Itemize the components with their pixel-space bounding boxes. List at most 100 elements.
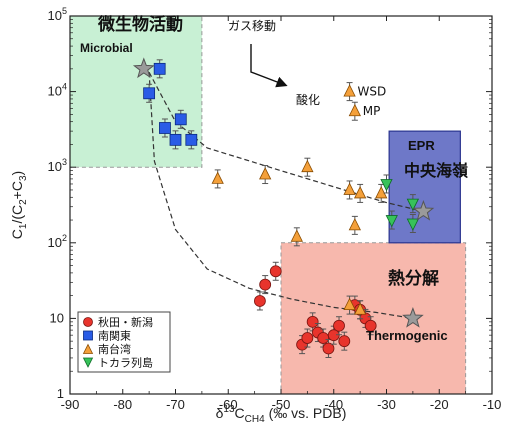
marker-circle [306, 315, 319, 328]
data-point [322, 338, 335, 358]
data-point [269, 261, 282, 281]
data-point [290, 227, 303, 247]
data-point [301, 157, 314, 177]
data-point [259, 275, 272, 295]
x-axis-title: δ13CCH4 (‰ vs. PDB) [216, 404, 347, 425]
marker-triangle-up [211, 171, 224, 184]
region-label-epr-en: EPR [408, 138, 435, 153]
data-point [375, 183, 388, 203]
marker-triangle-up [348, 217, 361, 231]
data-point [169, 130, 182, 150]
region-label-epr-jp: 中央海嶺 [404, 161, 468, 180]
x-tick-label: -70 [166, 397, 185, 412]
marker-triangle-down [406, 198, 420, 211]
data-point [406, 214, 420, 234]
region-label-microbial-jp: 微生物活動 [97, 14, 183, 35]
marker-square [174, 113, 187, 126]
legend-marker-square [83, 330, 93, 341]
marker-triangle-up [343, 297, 356, 310]
marker-circle [333, 319, 345, 332]
endmember-star [412, 199, 435, 221]
data-point [385, 210, 398, 230]
x-tick-label: -10 [483, 397, 502, 412]
marker-triangle-up [348, 103, 361, 117]
annotation-gas-migration: ガス移動 [228, 19, 276, 33]
marker-square [169, 133, 182, 146]
annotation-oxidation: 酸化 [296, 92, 320, 107]
y-tick-label: 105 [48, 6, 67, 23]
endmember-star [132, 57, 155, 79]
legend-label: 南関東 [98, 330, 131, 343]
region-microbial [69, 15, 203, 168]
axes-layer: -90 -80 -70 -60 -50 -40 -30 -20 -10 1 10 102 103 104 1… [9, 6, 501, 425]
data-point [185, 130, 198, 150]
marker-circle [301, 332, 314, 344]
marker-triangle-down [380, 179, 393, 192]
x-tick-label: -30 [377, 397, 396, 412]
legend-box [77, 311, 171, 373]
data-point [353, 183, 367, 203]
marker-triangle-up [259, 167, 272, 180]
marker-square [185, 133, 198, 146]
marker-triangle-up [353, 302, 367, 315]
data-point [380, 174, 393, 194]
migration-arrow-icon [250, 44, 288, 88]
legend-marker-triangle-down [82, 357, 94, 368]
data-point [259, 165, 272, 185]
legend-marker-circle [83, 317, 93, 327]
marker-circle [253, 295, 266, 307]
region-label-thermogenic-en: Thermogenic [366, 328, 448, 343]
marker-square [143, 87, 156, 100]
data-point [343, 180, 356, 200]
legend-label: トカラ列島 [98, 356, 153, 370]
y-tick-label: 102 [48, 233, 67, 250]
data-point [353, 300, 367, 320]
x-tick-label: -90 [61, 397, 80, 412]
marker-triangle-up [375, 186, 388, 199]
data-point [301, 328, 314, 348]
y-tick-label: 1 [57, 386, 64, 401]
marker-triangle-up [290, 229, 303, 242]
region-label-microbial-en: Microbial [80, 41, 133, 55]
marker-circle [317, 332, 330, 344]
marker-triangle-up [353, 186, 367, 199]
data-point [153, 59, 166, 79]
data-point [333, 316, 345, 336]
marker-triangle-up [301, 159, 314, 173]
x-tick-label: -20 [430, 397, 449, 412]
data-point [348, 215, 361, 235]
stars-layer [132, 57, 435, 328]
data-point [174, 109, 187, 129]
points-layer [143, 59, 420, 358]
data-point [364, 316, 377, 336]
data-point [143, 83, 156, 103]
marker-circle [364, 319, 377, 332]
legend-label: 秋田・新潟 [98, 315, 153, 329]
data-point [338, 331, 351, 351]
marker-triangle-down [385, 215, 398, 228]
data-point [343, 82, 356, 102]
labels-layer: 微生物活動 Microbial 熱分解 Thermogenic EPR 中央海嶺 ガス移動酸… [80, 14, 468, 343]
marker-triangle-up [343, 84, 356, 97]
legend-marker-triangle-up [82, 343, 94, 354]
marker-circle [269, 265, 282, 278]
y-tick-label: 104 [48, 82, 67, 99]
y-tick-label: 10 [50, 310, 64, 325]
y-tick-label: 103 [48, 157, 67, 174]
data-point [348, 101, 361, 121]
data-point [253, 291, 266, 311]
x-tick-label: -60 [219, 397, 238, 412]
endmember-star [402, 306, 424, 328]
data-point [211, 169, 224, 189]
marker-triangle-up [343, 182, 356, 195]
marker-triangle-down [406, 218, 420, 231]
marker-square [159, 122, 171, 134]
data-point [343, 295, 356, 315]
x-tick-label: -50 [272, 397, 291, 412]
annotation-mp: MP [363, 104, 381, 118]
marker-circle [322, 342, 335, 355]
region-label-thermogenic-jp: 熱分解 [388, 268, 439, 289]
x-tick-label: -40 [324, 397, 343, 412]
